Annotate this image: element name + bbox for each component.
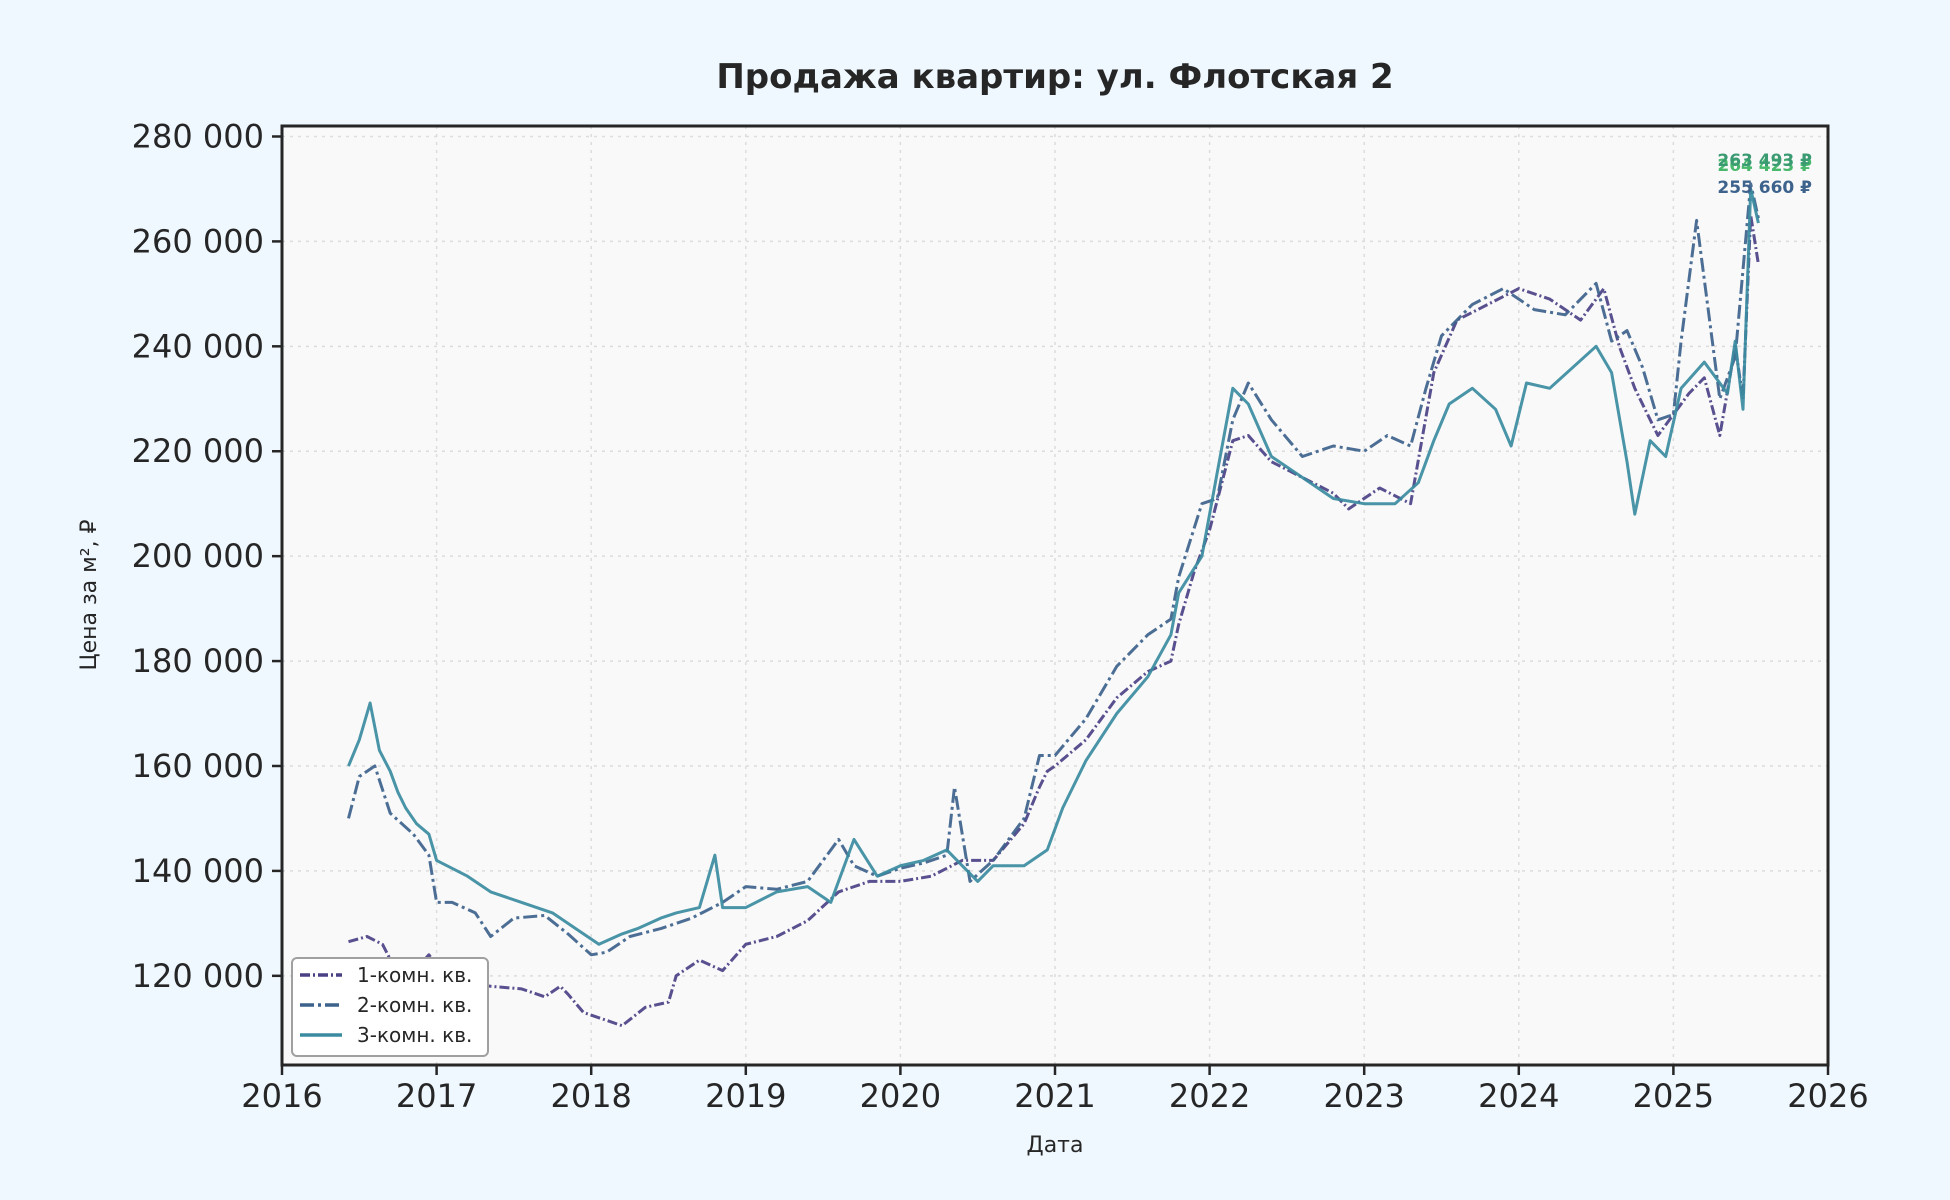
- y-axis-label: Цена за м², ₽: [77, 519, 102, 670]
- y-tick-label: 140 000: [132, 852, 264, 890]
- y-tick-label: 240 000: [132, 327, 264, 365]
- legend-label: 2-комн. кв.: [357, 993, 472, 1017]
- x-tick-label: 2019: [705, 1077, 786, 1115]
- series-line-2: [347, 182, 1760, 957]
- x-tick-label: 2026: [1787, 1077, 1868, 1115]
- x-tick-label: 2022: [1169, 1077, 1250, 1115]
- legend-label: 3-комн. кв.: [357, 1023, 472, 1047]
- x-tick-label: 2017: [396, 1077, 477, 1115]
- grid-lines: [281, 126, 1829, 1065]
- end-value-label: 264 423 ₽: [1717, 156, 1812, 176]
- x-tick-label: 2018: [550, 1077, 631, 1115]
- end-value-labels: 255 660 ₽264 423 ₽263 493 ₽: [1717, 151, 1812, 198]
- x-tick-label: 2023: [1323, 1077, 1404, 1115]
- y-tick-label: 280 000: [132, 117, 264, 155]
- y-tick-label: 200 000: [132, 537, 264, 575]
- x-tick-label: 2024: [1478, 1077, 1559, 1115]
- series-line-3: [347, 187, 1760, 946]
- y-tick-label: 260 000: [132, 222, 264, 260]
- x-tick-label: 2025: [1633, 1077, 1714, 1115]
- end-value-label: 263 493 ₽: [1717, 151, 1812, 171]
- y-axis: 120 000 140 000 160 000 180 000 200 000 220 0…: [132, 117, 282, 995]
- y-tick-label: 180 000: [132, 642, 264, 680]
- end-value-label: 255 660 ₽: [1717, 178, 1812, 198]
- x-tick-label: 2016: [241, 1077, 322, 1115]
- y-tick-label: 220 000: [132, 432, 264, 470]
- chart-title: Продажа квартир: ул. Флотская 2: [716, 57, 1393, 97]
- y-tick-label: 120 000: [132, 957, 264, 995]
- x-axis-label: Дата: [1027, 1133, 1084, 1158]
- legend: 1-комн. кв. 2-комн. кв. 3-комн. кв.: [291, 957, 489, 1057]
- legend-box: [291, 957, 489, 1057]
- x-tick-label: 2021: [1014, 1077, 1095, 1115]
- series-lines: [347, 182, 1760, 1028]
- plot-background: [282, 126, 1828, 1065]
- series-line-1: [348, 213, 1760, 1028]
- x-axis: 2016 2017 2018 2019 2020 2021 2022 2023 2024 2025…: [241, 1065, 1869, 1115]
- x-tick-label: 2020: [860, 1077, 941, 1115]
- legend-label: 1-комн. кв.: [357, 963, 472, 987]
- plot-area: 255 660 ₽264 423 ₽263 493 ₽: [280, 124, 1830, 1067]
- y-tick-label: 160 000: [132, 747, 264, 785]
